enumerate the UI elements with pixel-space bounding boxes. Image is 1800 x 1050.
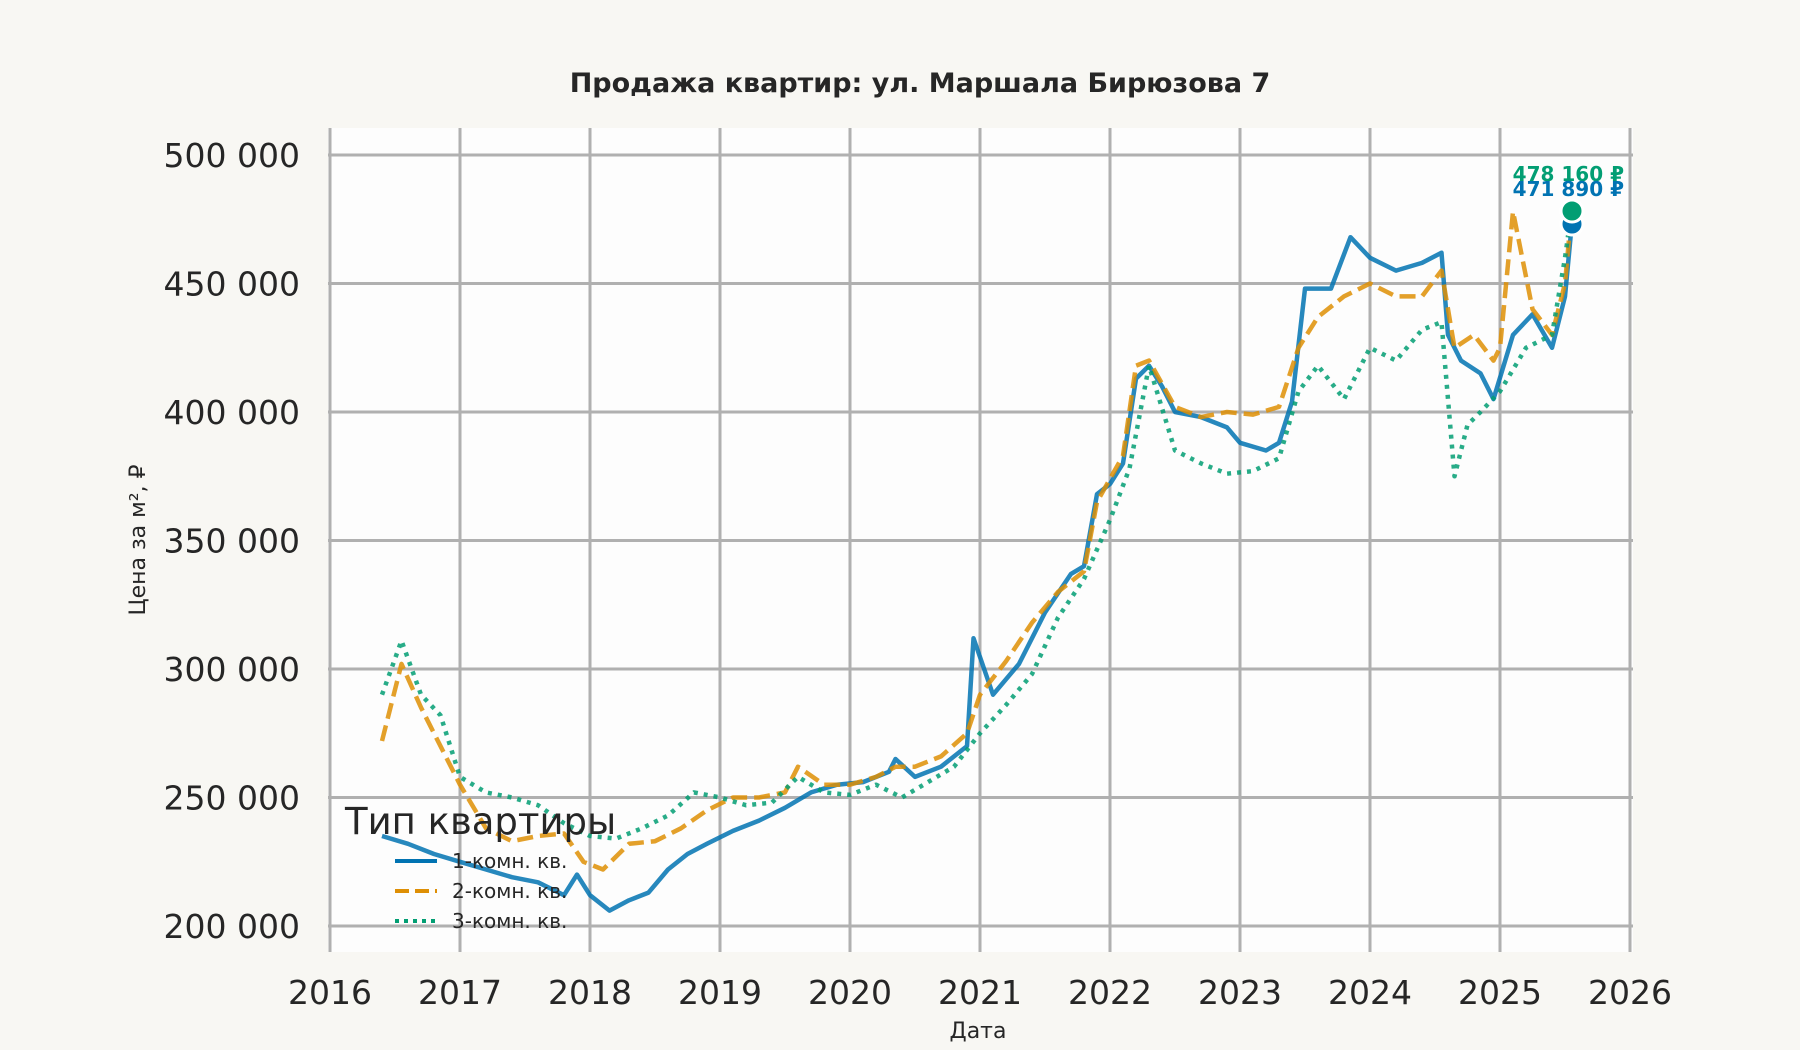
annotation-1-room-price: 471 890 ₽ — [1513, 177, 1624, 201]
annotation-3-room-price: 478 160 ₽ — [1513, 162, 1624, 186]
series-layer — [379, 209, 1574, 913]
marker-3-room — [1559, 198, 1585, 224]
legend-title: Тип квартиры — [344, 800, 616, 843]
x-tick-label: 2021 — [938, 973, 1022, 1012]
x-tick-label: 2018 — [548, 973, 632, 1012]
chart-title: Продажа квартир: ул. Маршала Бирюзова 7 — [570, 68, 1271, 99]
x-axis-label: Дата — [950, 1019, 1007, 1044]
x-tick-label: 2025 — [1458, 973, 1542, 1012]
legend-label: 3-комн. кв. — [452, 909, 567, 933]
series-line-2-room — [379, 209, 1574, 872]
series-line-3-room — [379, 210, 1574, 841]
legend-item-3-room[interactable]: 3-комн. кв. — [395, 909, 567, 933]
y-tick-label: 350 000 — [164, 522, 300, 561]
legend-item-1-room[interactable]: 1-комн. кв. — [395, 849, 567, 873]
y-tick-label: 300 000 — [164, 650, 300, 689]
legend-label: 1-комн. кв. — [452, 849, 567, 873]
y-tick-label: 450 000 — [164, 265, 300, 304]
x-tick-label: 2020 — [808, 973, 892, 1012]
x-tick-labels: 2016 2017 2018 2019 2020 2021 2022 2023 2024 2025… — [288, 973, 1672, 1012]
legend-label: 2-комн. кв. — [452, 879, 567, 903]
legend: Тип квартиры 1-комн. кв. 2-комн. кв. 3-к… — [344, 800, 616, 933]
x-tick-label: 2022 — [1068, 973, 1152, 1012]
x-tick-label: 2026 — [1588, 973, 1672, 1012]
y-tick-label: 250 000 — [164, 779, 300, 818]
x-tick-label: 2023 — [1198, 973, 1282, 1012]
x-tick-label: 2024 — [1328, 973, 1412, 1012]
y-tick-label: 500 000 — [164, 136, 300, 175]
x-tick-label: 2019 — [678, 973, 762, 1012]
y-tick-labels: 200 000 250 000 300 000 350 000 400 000 450 0… — [164, 136, 300, 946]
x-tick-label: 2016 — [288, 973, 372, 1012]
y-axis-label: Цена за м², ₽ — [126, 464, 151, 615]
end-markers — [1559, 198, 1585, 237]
y-tick-label: 200 000 — [164, 907, 300, 946]
y-tick-label: 400 000 — [164, 393, 300, 432]
legend-item-2-room[interactable]: 2-комн. кв. — [395, 879, 567, 903]
y-gridlines — [328, 153, 1633, 928]
x-tick-label: 2017 — [418, 973, 502, 1012]
